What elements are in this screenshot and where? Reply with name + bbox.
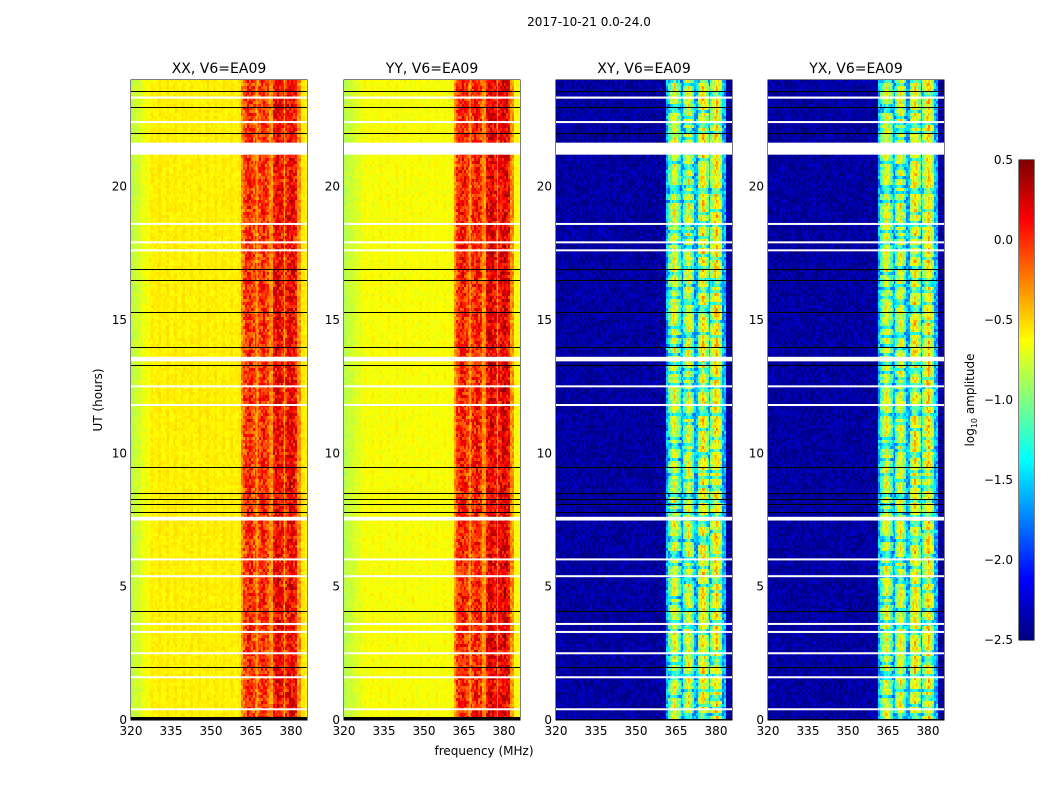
y-tick-label: 0 xyxy=(544,713,552,727)
x-tick-label: 335 xyxy=(797,724,820,738)
y-tick-label: 20 xyxy=(325,180,340,194)
y-tick-label: 0 xyxy=(119,713,127,727)
colorbar-tick-label: −2.0 xyxy=(984,553,1013,567)
x-tick-label: 320 xyxy=(545,724,568,738)
x-tick-label: 335 xyxy=(373,724,396,738)
x-tick-label: 350 xyxy=(200,724,223,738)
colorbar-tick-label: −1.0 xyxy=(984,393,1013,407)
y-tick-label: 10 xyxy=(537,446,552,460)
x-axis-label: frequency (MHz) xyxy=(434,744,533,758)
x-tick-label: 320 xyxy=(333,724,356,738)
figure-title: 2017-10-21 0.0-24.0 xyxy=(527,15,651,29)
y-tick-label: 15 xyxy=(325,313,340,327)
x-tick-label: 380 xyxy=(280,724,303,738)
y-tick-label: 10 xyxy=(325,446,340,460)
x-tick-label: 335 xyxy=(585,724,608,738)
x-tick-label: 365 xyxy=(240,724,263,738)
colorbar-tick-label: 0.5 xyxy=(994,153,1013,167)
x-tick-label: 350 xyxy=(625,724,648,738)
y-tick-label: 5 xyxy=(119,580,127,594)
y-tick-label: 15 xyxy=(112,313,127,327)
x-tick-label: 335 xyxy=(160,724,183,738)
y-tick-label: 10 xyxy=(749,446,764,460)
x-tick-label: 380 xyxy=(917,724,940,738)
panel-title: YX, V6=EA09 xyxy=(808,61,903,77)
y-tick-label: 5 xyxy=(332,580,340,594)
colorbar-tick-label: −1.5 xyxy=(984,473,1013,487)
heatmap-yx xyxy=(768,80,944,720)
x-tick-label: 320 xyxy=(120,724,143,738)
y-tick-label: 0 xyxy=(756,713,764,727)
x-tick-label: 365 xyxy=(665,724,688,738)
y-tick-label: 0 xyxy=(332,713,340,727)
x-tick-label: 320 xyxy=(757,724,780,738)
colorbar-tick-label: −2.5 xyxy=(984,633,1013,647)
colorbar-tick-label: −0.5 xyxy=(984,313,1013,327)
x-tick-label: 365 xyxy=(877,724,900,738)
colorbar xyxy=(1019,160,1034,640)
x-tick-label: 350 xyxy=(413,724,436,738)
y-tick-label: 20 xyxy=(112,180,127,194)
panel-title: YY, V6=EA09 xyxy=(385,61,478,77)
x-tick-label: 380 xyxy=(493,724,516,738)
x-tick-label: 380 xyxy=(705,724,728,738)
y-tick-label: 15 xyxy=(749,313,764,327)
y-tick-label: 5 xyxy=(544,580,552,594)
y-axis-label: UT (hours) xyxy=(91,368,105,431)
colorbar-label: log10 amplitude xyxy=(963,354,979,447)
x-tick-label: 365 xyxy=(453,724,476,738)
y-tick-label: 20 xyxy=(749,180,764,194)
y-tick-label: 5 xyxy=(756,580,764,594)
colorbar-tick-label: 0.0 xyxy=(994,233,1013,247)
heatmap-xy xyxy=(556,80,732,720)
y-tick-label: 15 xyxy=(537,313,552,327)
y-tick-label: 20 xyxy=(537,180,552,194)
panel-title: XX, V6=EA09 xyxy=(172,61,267,77)
heatmap-xx xyxy=(131,80,307,720)
heatmap-yy xyxy=(344,80,520,720)
y-tick-label: 10 xyxy=(112,446,127,460)
x-tick-label: 350 xyxy=(837,724,860,738)
panel-title: XY, V6=EA09 xyxy=(597,61,691,77)
